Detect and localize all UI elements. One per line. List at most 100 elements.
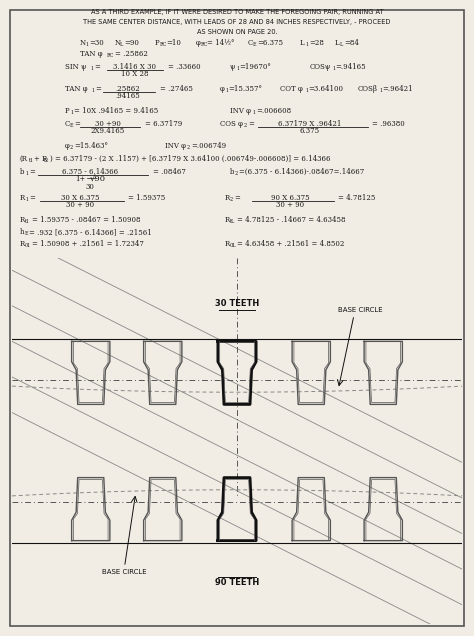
- Text: = 1.59375: = 1.59375: [128, 194, 165, 202]
- Text: b: b: [230, 168, 235, 176]
- Text: 30 + 90: 30 + 90: [276, 201, 304, 209]
- Text: L: L: [120, 42, 123, 47]
- Text: 10 X 28: 10 X 28: [121, 70, 149, 78]
- Text: 1: 1: [70, 110, 73, 115]
- Text: C: C: [65, 120, 70, 128]
- Text: 1: 1: [305, 88, 308, 93]
- Text: 2: 2: [230, 197, 233, 202]
- Text: =15.463°: =15.463°: [74, 142, 108, 150]
- Text: φ: φ: [196, 39, 201, 47]
- Text: =10: =10: [166, 39, 181, 47]
- Text: R: R: [225, 240, 230, 248]
- Text: =90: =90: [124, 39, 139, 47]
- Text: 1+: 1+: [75, 175, 85, 183]
- Text: = 1.50908 + .21561 = 1.72347: = 1.50908 + .21561 = 1.72347: [32, 240, 144, 248]
- Text: 1: 1: [91, 88, 94, 93]
- Text: BASE CIRCLE: BASE CIRCLE: [338, 307, 383, 313]
- Text: =6.375: =6.375: [257, 39, 283, 47]
- Text: R: R: [20, 194, 25, 202]
- Text: t2: t2: [44, 158, 49, 163]
- Text: =: =: [248, 120, 254, 128]
- Text: RC: RC: [160, 42, 167, 47]
- Text: =: =: [29, 168, 35, 176]
- Text: ) = 6.37179 - (2 X .1157) + [6.37179 X 3.64100 (.006749-.006608)] = 6.14366: ) = 6.37179 - (2 X .1157) + [6.37179 X 3…: [50, 155, 330, 163]
- Text: 1: 1: [85, 42, 88, 47]
- Text: TAN φ: TAN φ: [80, 50, 102, 58]
- Text: = 14½°: = 14½°: [207, 39, 235, 47]
- Text: = .96380: = .96380: [372, 120, 405, 128]
- Text: t1: t1: [29, 158, 34, 163]
- Text: INV φ: INV φ: [230, 107, 251, 115]
- Text: 6.375: 6.375: [300, 127, 320, 135]
- Text: 30 TEETH: 30 TEETH: [215, 299, 259, 308]
- Text: 1: 1: [252, 110, 255, 115]
- Text: E: E: [70, 123, 73, 128]
- Text: = 4.78125 - .14667 = 4.63458: = 4.78125 - .14667 = 4.63458: [237, 216, 346, 224]
- Text: =15.357°: =15.357°: [228, 85, 262, 93]
- Text: 6.37179 X .96421: 6.37179 X .96421: [278, 120, 342, 128]
- Text: 30 X 6.375: 30 X 6.375: [61, 194, 99, 202]
- Text: 1: 1: [25, 197, 28, 202]
- Text: =84: =84: [344, 39, 359, 47]
- Text: 2: 2: [70, 145, 73, 150]
- Text: = 1.59375 - .08467 = 1.50908: = 1.59375 - .08467 = 1.50908: [32, 216, 140, 224]
- Text: =19670°: =19670°: [239, 63, 271, 71]
- Text: 1: 1: [332, 66, 335, 71]
- Text: = .932 [6.375 - 6.14366] = .21561: = .932 [6.375 - 6.14366] = .21561: [29, 228, 152, 236]
- Text: =: =: [95, 85, 101, 93]
- Text: COS φ: COS φ: [220, 120, 243, 128]
- Text: N: N: [80, 39, 86, 47]
- Text: 1: 1: [90, 66, 93, 71]
- Text: =3.64100: =3.64100: [308, 85, 343, 93]
- Text: P: P: [65, 107, 70, 115]
- Text: R: R: [20, 240, 25, 248]
- Text: = .08467: = .08467: [153, 168, 186, 176]
- Text: =: =: [74, 120, 80, 128]
- Text: 2X9.4165: 2X9.4165: [91, 127, 125, 135]
- Text: COSψ: COSψ: [310, 63, 331, 71]
- Text: 2: 2: [244, 123, 247, 128]
- Text: =.94165: =.94165: [335, 63, 365, 71]
- Text: RC: RC: [107, 53, 114, 58]
- Text: =(6.375 - 6.14366)-.08467=.14667: =(6.375 - 6.14366)-.08467=.14667: [239, 168, 364, 176]
- Text: 2: 2: [187, 145, 190, 150]
- Text: =30: =30: [89, 39, 104, 47]
- Text: 1: 1: [225, 88, 228, 93]
- Text: = .27465: = .27465: [160, 85, 193, 93]
- Text: 0L: 0L: [230, 243, 237, 248]
- Text: L: L: [335, 39, 340, 47]
- Text: 3.1416 X 30: 3.1416 X 30: [113, 63, 156, 71]
- Text: = 4.78125: = 4.78125: [338, 194, 375, 202]
- Text: =.006749: =.006749: [191, 142, 226, 150]
- Text: ψ: ψ: [230, 63, 236, 71]
- Text: =: =: [29, 194, 35, 202]
- Text: AS A THIRD EXAMPLE, IF IT WERE DESIRED TO MAKE THE FOREGOING PAIR, RUNNING AT: AS A THIRD EXAMPLE, IF IT WERE DESIRED T…: [91, 9, 383, 15]
- Text: THE SAME CENTER DISTANCE, WITH LEADS OF 28 AND 84 INCHES RESPECTIVELY, - PROCEED: THE SAME CENTER DISTANCE, WITH LEADS OF …: [83, 19, 391, 25]
- Text: = .33660: = .33660: [168, 63, 201, 71]
- Text: 1: 1: [379, 88, 382, 93]
- Text: 1: 1: [305, 42, 308, 47]
- Text: 90 TEETH: 90 TEETH: [215, 578, 259, 588]
- Text: 1: 1: [236, 66, 239, 71]
- Text: + R: + R: [34, 155, 47, 163]
- Text: 1: 1: [25, 171, 28, 176]
- Text: COT φ: COT φ: [280, 85, 303, 93]
- Text: =.006608: =.006608: [256, 107, 291, 115]
- Text: BASE CIRCLE: BASE CIRCLE: [102, 569, 147, 575]
- Text: R: R: [20, 216, 25, 224]
- Text: =: =: [234, 194, 240, 202]
- Text: 90 X 6.375: 90 X 6.375: [271, 194, 310, 202]
- Text: φ: φ: [65, 142, 70, 150]
- Text: φ: φ: [220, 85, 225, 93]
- Text: RC: RC: [201, 42, 208, 47]
- Text: 2: 2: [235, 171, 238, 176]
- Text: E: E: [253, 42, 256, 47]
- Text: AS SHOWN ON PAGE 20.: AS SHOWN ON PAGE 20.: [197, 29, 277, 35]
- Text: TAN φ: TAN φ: [65, 85, 88, 93]
- Text: √90: √90: [90, 175, 106, 183]
- Text: = .25862: = .25862: [115, 50, 148, 58]
- Text: .94165: .94165: [116, 92, 140, 100]
- Text: L: L: [340, 42, 343, 47]
- Text: P: P: [155, 39, 160, 47]
- Text: = 10X .94165 = 9.4165: = 10X .94165 = 9.4165: [74, 107, 158, 115]
